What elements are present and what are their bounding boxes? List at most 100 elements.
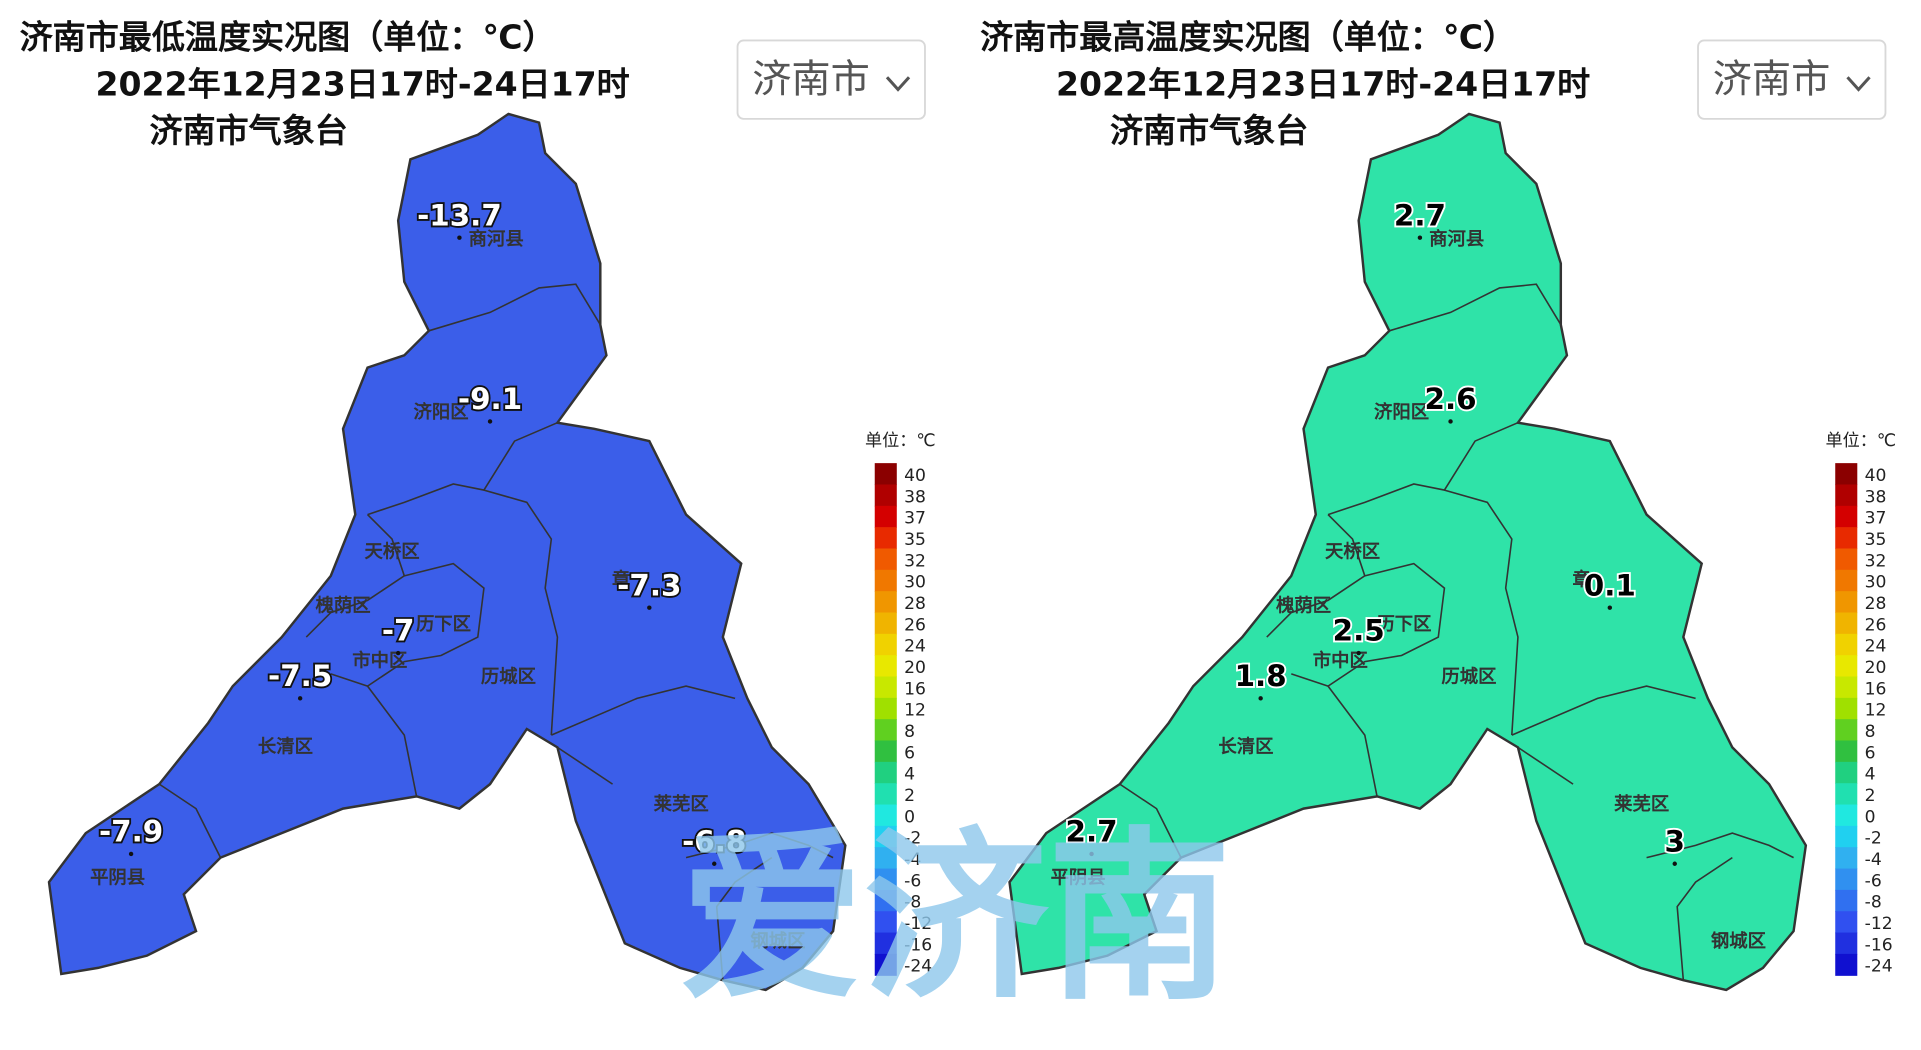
district-label: 历城区: [1441, 666, 1496, 688]
district-boundary: [1511, 685, 1696, 736]
legend-label: 2: [1865, 786, 1876, 806]
legend-label: -6: [904, 871, 921, 891]
station-value: -9.1: [458, 382, 522, 416]
selector-box[interactable]: [1697, 39, 1887, 120]
selector-label[interactable]: 济南市: [752, 58, 870, 103]
station-dot: [1672, 861, 1677, 866]
legend-label: 32: [1865, 551, 1887, 571]
legend-label: -16: [1865, 935, 1893, 955]
legend-swatch: [874, 825, 897, 848]
legend-swatch: [874, 868, 897, 891]
map-title: 济南市最低温度实况图（单位：℃）: [20, 18, 556, 57]
district-boundary: [556, 746, 614, 785]
district-label: 平阴县: [1051, 867, 1106, 888]
selector-box[interactable]: [736, 39, 926, 120]
district-boundary: [1327, 421, 1519, 516]
station-value: 2.5: [1333, 614, 1385, 648]
legend-label: 24: [904, 637, 926, 657]
legend-label: -24: [904, 957, 932, 977]
legend-label: 26: [904, 615, 926, 635]
legend-label: 20: [904, 658, 926, 678]
district-boundary: [1119, 783, 1182, 858]
legend-label: 4: [904, 765, 915, 785]
legend-label: 28: [904, 594, 926, 614]
district-boundary: [483, 489, 559, 736]
region-selector[interactable]: 济南市: [736, 39, 926, 120]
legend-swatch: [874, 463, 897, 486]
region-selector[interactable]: 济南市: [1697, 39, 1887, 120]
district-label: 天桥区: [364, 541, 419, 563]
legend-label: 35: [904, 530, 926, 550]
legend-swatch: [874, 911, 897, 934]
district-label: 历下区: [1376, 614, 1431, 635]
station-value: 2.7: [1066, 815, 1118, 849]
district-boundary: [305, 514, 406, 638]
legend-label: 6: [904, 743, 915, 763]
region-shape: [47, 112, 847, 992]
legend-swatch: [1835, 591, 1858, 614]
legend-swatch: [1835, 697, 1858, 720]
legend-label: 8: [1865, 722, 1876, 742]
legend-unit: 单位：℃: [1825, 431, 1896, 451]
legend-swatch: [874, 761, 897, 784]
district-boundary: [1266, 514, 1366, 638]
district-boundary: [1291, 562, 1446, 687]
legend-swatch: [874, 847, 897, 870]
station-dot: [647, 605, 652, 610]
station-value: 2.7: [1394, 198, 1446, 232]
district-boundary: [685, 832, 834, 859]
map-period: 2022年12月23日17时-24日17时: [96, 64, 630, 103]
legend-swatch: [1835, 953, 1858, 976]
legend-swatch: [874, 527, 897, 550]
station-value: -13.7: [417, 198, 502, 232]
district-label: 钢城区: [1711, 930, 1766, 952]
station-dot: [1258, 696, 1263, 701]
station-value: 2.6: [1425, 382, 1477, 416]
district-boundary: [715, 856, 773, 981]
legend-label: 12: [1865, 701, 1887, 721]
legend-swatch: [874, 612, 897, 635]
station-dot: [128, 851, 134, 857]
district-label: 济阳区: [413, 401, 468, 423]
district-label: 章: [612, 569, 630, 591]
station-dot: [1607, 605, 1613, 610]
legend-label: 2: [904, 786, 915, 806]
legend-swatch: [1835, 911, 1858, 934]
selector-chevron[interactable]: [885, 76, 911, 92]
district-label: 市中区: [1313, 650, 1368, 672]
station-value: -7.5: [268, 659, 332, 693]
district-boundary: [1389, 283, 1562, 332]
legend-label: 37: [1865, 509, 1887, 529]
legend-swatch: [1835, 484, 1858, 507]
district-label: 天桥区: [1325, 541, 1380, 563]
station-value: 1.8: [1235, 659, 1287, 693]
legend-label: 37: [904, 509, 926, 529]
district-boundary: [550, 685, 736, 736]
legend-swatch: [1835, 932, 1858, 955]
station-dot: [487, 419, 493, 424]
legend-label: 24: [1865, 637, 1887, 657]
legend-swatch: [874, 655, 897, 678]
station-dot: [395, 650, 401, 656]
legend-swatch: [874, 740, 897, 763]
legend-label: 28: [1865, 594, 1887, 614]
legend-label: -16: [904, 935, 932, 955]
legend-label: 26: [1865, 615, 1887, 635]
selector-chevron[interactable]: [1846, 76, 1871, 92]
district-boundary: [366, 685, 418, 797]
map-agency: 济南市气象台: [1110, 111, 1308, 150]
district-label: 长清区: [1218, 735, 1273, 757]
legend-swatch: [1835, 868, 1858, 891]
legend-label: 32: [904, 551, 926, 571]
legend-unit: 单位：℃: [865, 431, 936, 451]
station-dot: [297, 696, 303, 701]
legend-swatch: [1835, 676, 1858, 699]
legend-swatch: [874, 633, 897, 656]
legend-label: -8: [904, 893, 921, 913]
selector-label[interactable]: 济南市: [1713, 58, 1831, 103]
district-boundary: [1517, 746, 1574, 785]
legend-label: 20: [1865, 658, 1887, 678]
district-label: 槐荫区: [1275, 594, 1331, 616]
district-boundary: [1676, 856, 1733, 981]
district-label: 市中区: [352, 650, 407, 672]
